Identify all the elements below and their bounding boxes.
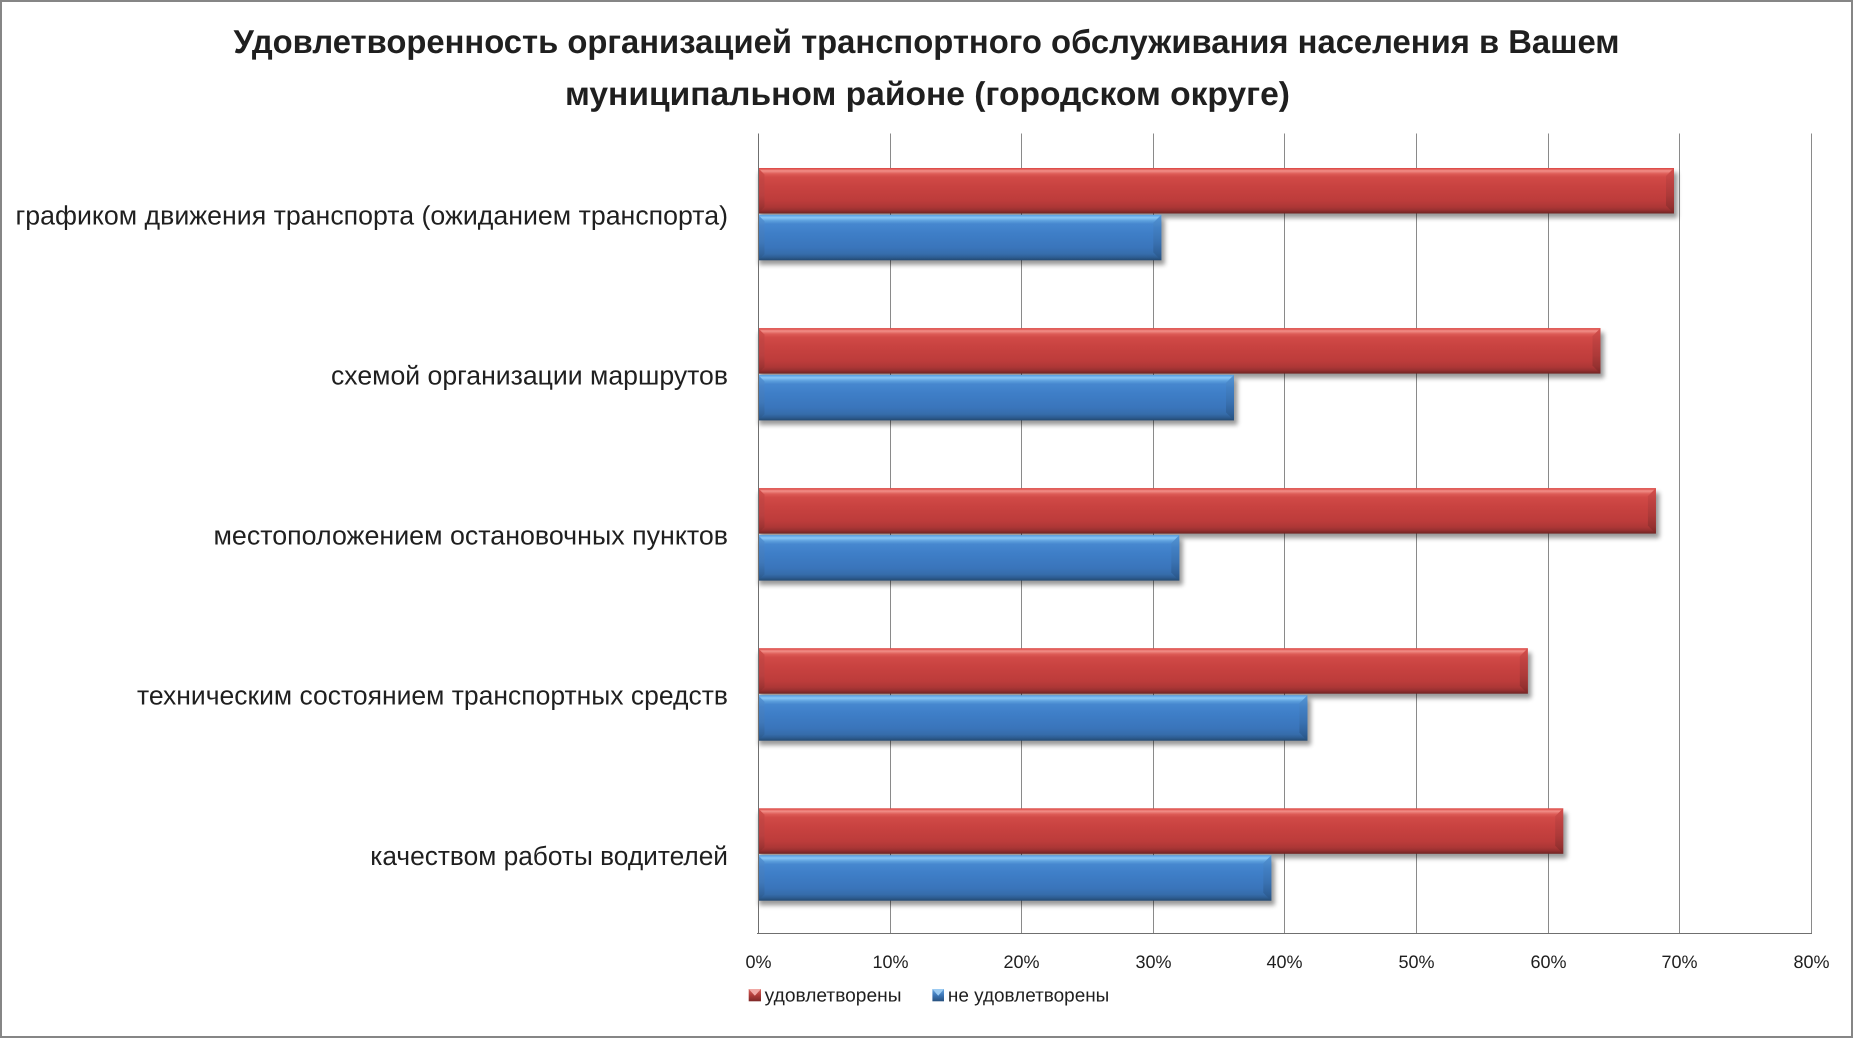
svg-text:местоположением остановочных п: местоположением остановочных пунктов xyxy=(214,521,729,551)
svg-text:60%: 60% xyxy=(1530,952,1566,972)
svg-text:40%: 40% xyxy=(1266,952,1302,972)
svg-text:техническим состоянием транспо: техническим состоянием транспортных сред… xyxy=(137,681,728,711)
svg-text:качеством работы водителей: качеством работы водителей xyxy=(370,841,728,871)
svg-text:30%: 30% xyxy=(1135,952,1171,972)
svg-text:не удовлетворены: не удовлетворены xyxy=(948,985,1109,1006)
svg-text:20%: 20% xyxy=(1003,952,1039,972)
svg-text:графиком движения транспорта (: графиком движения транспорта (ожиданием … xyxy=(16,200,729,230)
svg-text:схемой организации маршрутов: схемой организации маршрутов xyxy=(331,360,728,390)
svg-text:удовлетворены: удовлетворены xyxy=(765,985,902,1006)
svg-text:70%: 70% xyxy=(1661,952,1697,972)
svg-text:0%: 0% xyxy=(745,952,771,972)
svg-text:50%: 50% xyxy=(1398,952,1434,972)
svg-text:Удовлетворенность организацией: Удовлетворенность организацией транспорт… xyxy=(234,23,1620,60)
svg-text:муниципальном районе (городско: муниципальном районе (городском округе) xyxy=(565,75,1290,112)
svg-text:80%: 80% xyxy=(1793,952,1829,972)
svg-text:10%: 10% xyxy=(872,952,908,972)
